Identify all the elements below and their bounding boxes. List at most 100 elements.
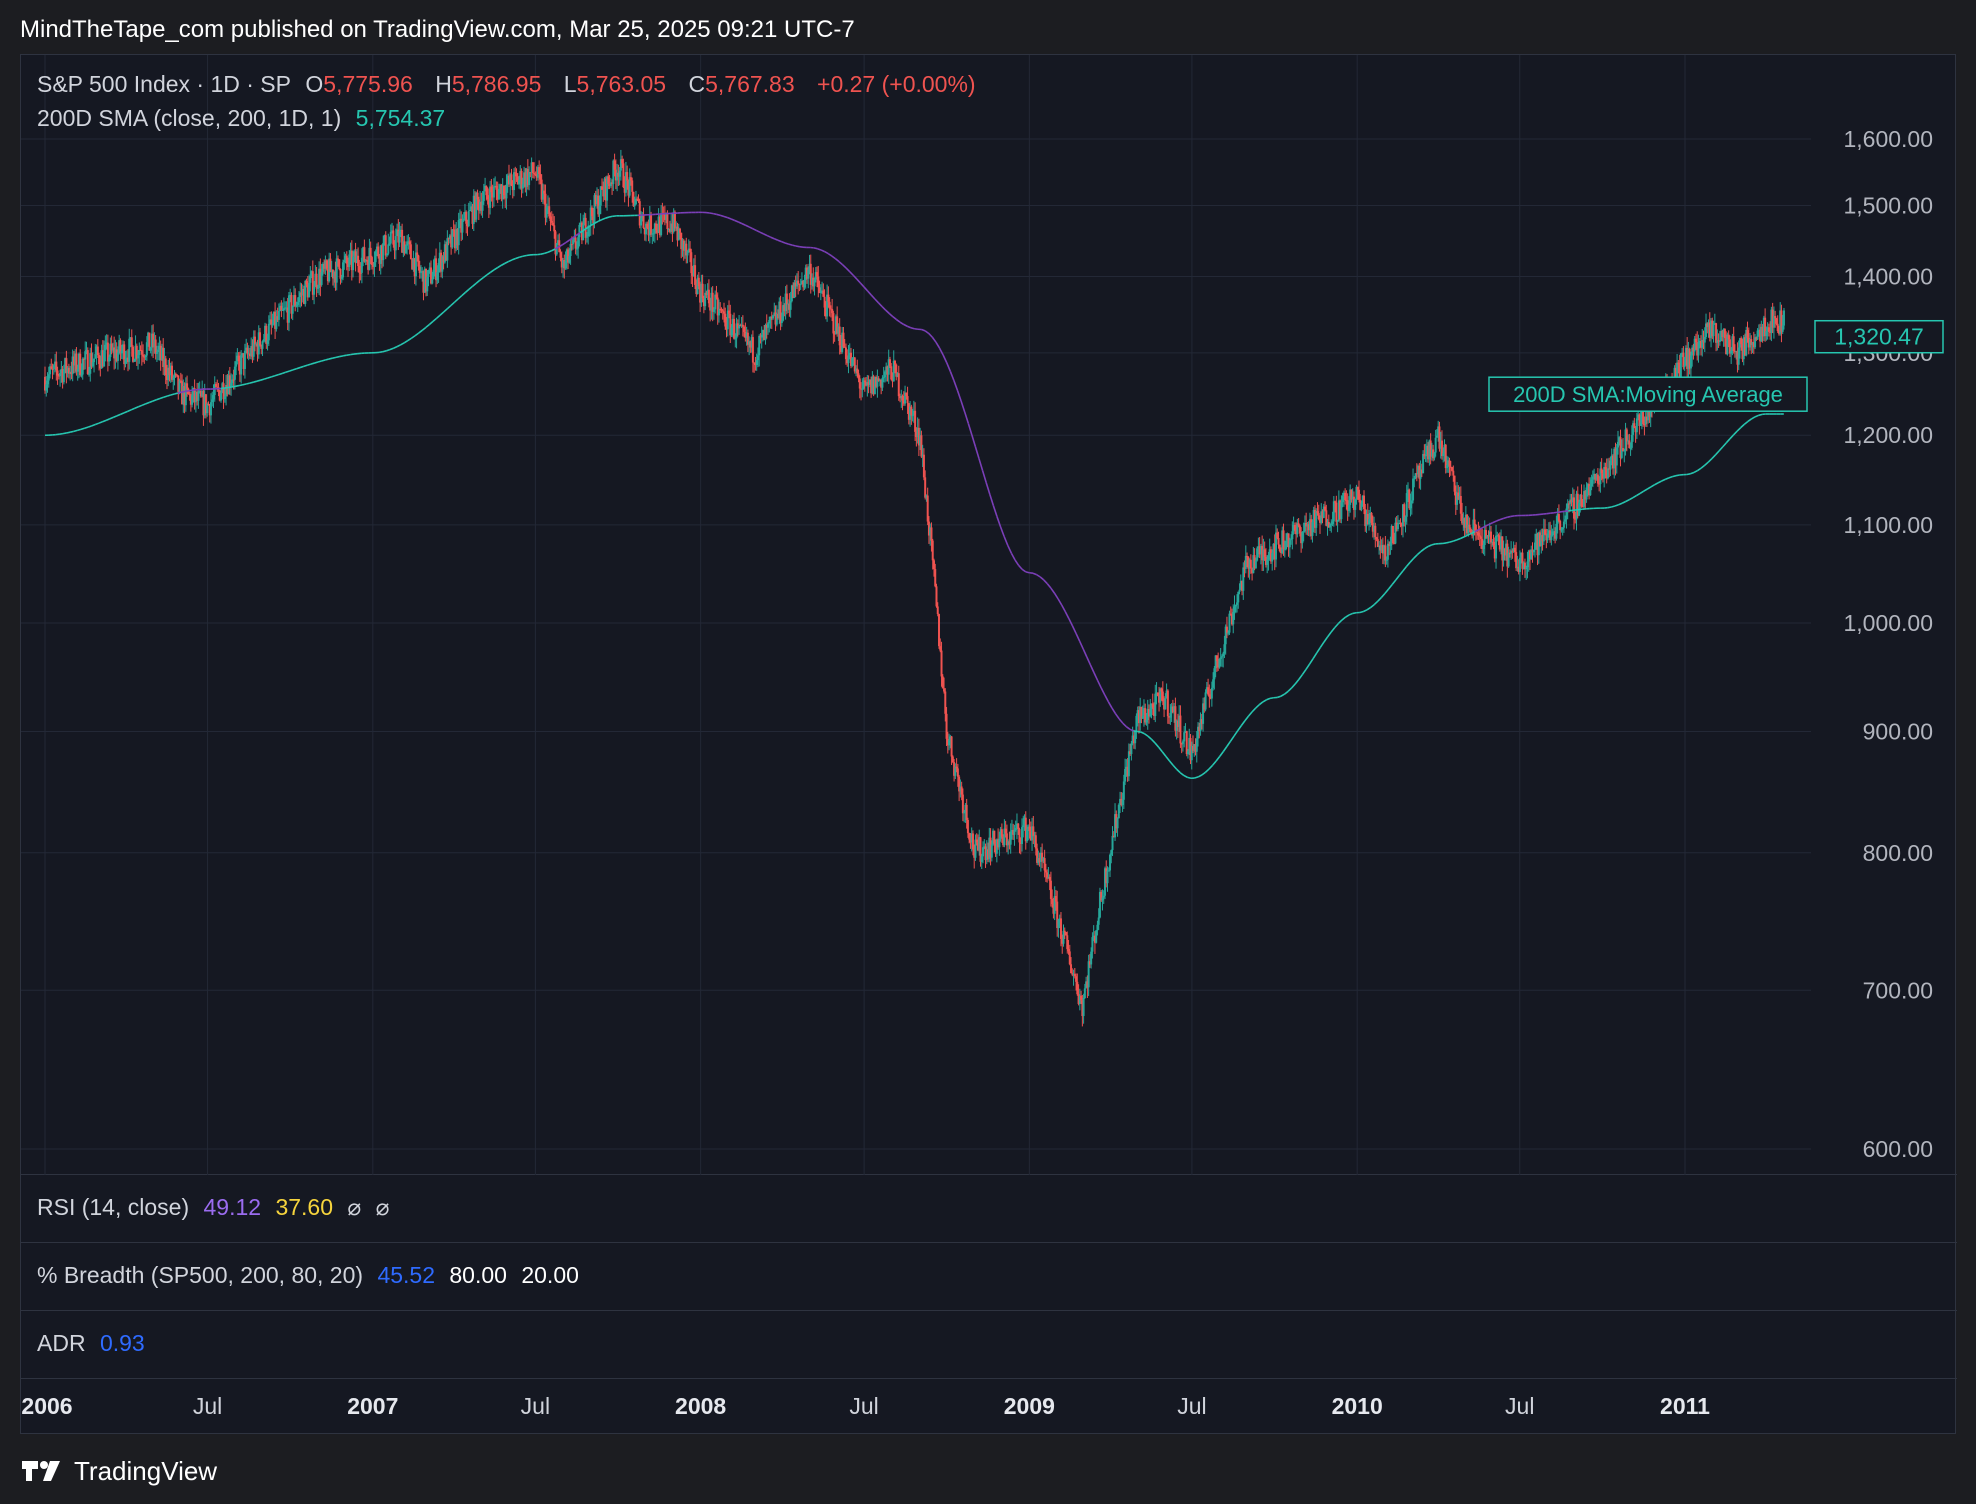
time-axis-label: 2011 xyxy=(1660,1393,1710,1419)
candle xyxy=(1081,995,1084,1027)
candle-body xyxy=(447,238,450,240)
rsi-label[interactable]: RSI (14, close) xyxy=(37,1194,190,1220)
candle-body xyxy=(877,378,880,381)
candle-body xyxy=(489,186,492,208)
candle xyxy=(370,255,373,270)
candle xyxy=(496,181,499,204)
sma-segment xyxy=(877,302,883,308)
candle xyxy=(760,326,763,349)
candle-body xyxy=(1432,449,1435,459)
candle-body xyxy=(1285,540,1288,550)
candle-body xyxy=(989,837,992,858)
candle-body xyxy=(1451,467,1454,471)
candle-body xyxy=(1604,467,1607,470)
rsi-pane[interactable]: RSI (14, close) 49.12 37.60 ⌀ ⌀ xyxy=(21,1175,1957,1243)
candle-body xyxy=(973,849,976,858)
candle xyxy=(1430,442,1433,461)
sma-segment xyxy=(127,409,132,413)
candle xyxy=(1356,486,1359,501)
candle-body xyxy=(1165,690,1168,699)
sma-legend[interactable]: 200D SMA (close, 200, 1D, 1) 5,754.37 xyxy=(37,105,453,132)
candle xyxy=(1090,947,1093,969)
candle xyxy=(1486,535,1489,544)
candle xyxy=(1757,324,1760,337)
candle-body xyxy=(539,174,542,180)
adr-label[interactable]: ADR xyxy=(37,1330,86,1356)
candle xyxy=(675,221,678,231)
candle xyxy=(167,359,170,387)
sma-segment xyxy=(1183,774,1188,779)
candle-body xyxy=(345,255,348,264)
sma-segment xyxy=(414,332,420,337)
price-chart-svg[interactable]: 1,600.001,500.001,400.001,300.001,200.00… xyxy=(21,55,1957,1175)
candle xyxy=(769,316,772,329)
candle-body xyxy=(82,358,85,360)
adr-pane[interactable]: ADR 0.93 xyxy=(21,1311,1957,1379)
candle-body xyxy=(1433,452,1436,459)
sma-segment xyxy=(504,260,509,265)
candle xyxy=(1192,735,1194,754)
sma-legend-label[interactable]: 200D SMA (close, 200, 1D, 1) xyxy=(37,105,342,131)
candle-body xyxy=(594,195,597,205)
sma-segment xyxy=(1736,427,1742,432)
candle xyxy=(1058,914,1061,929)
candle-body xyxy=(844,347,847,360)
candle xyxy=(494,176,497,188)
candle-body xyxy=(1735,350,1738,352)
candle-body xyxy=(442,256,445,263)
candle xyxy=(857,369,860,383)
sma-segment xyxy=(1129,728,1134,732)
candle xyxy=(1326,518,1329,536)
candle-body xyxy=(1600,468,1603,474)
candle xyxy=(227,370,230,395)
candle xyxy=(1096,920,1099,936)
candle-body xyxy=(861,388,864,390)
candle xyxy=(515,168,518,182)
candle-body xyxy=(780,320,783,324)
breadth-legend[interactable]: % Breadth (SP500, 200, 80, 20) 45.52 80.… xyxy=(37,1262,587,1289)
candle xyxy=(924,470,927,500)
candle xyxy=(1747,327,1750,355)
sma-segment xyxy=(1204,768,1210,773)
candle xyxy=(895,363,898,381)
candle-body xyxy=(692,265,695,276)
candle xyxy=(601,178,604,190)
sma-segment xyxy=(565,239,570,244)
candle-body xyxy=(935,586,938,607)
adr-legend[interactable]: ADR 0.93 xyxy=(37,1330,153,1357)
candle-body xyxy=(1742,337,1745,360)
breadth-pane[interactable]: % Breadth (SP500, 200, 80, 20) 45.52 80.… xyxy=(21,1243,1957,1311)
candle xyxy=(1588,477,1591,500)
candle xyxy=(1063,927,1066,940)
candle xyxy=(1274,524,1277,568)
candle-body xyxy=(553,225,556,232)
candle xyxy=(255,341,258,347)
price-pane[interactable]: 1,600.001,500.001,400.001,300.001,200.00… xyxy=(21,55,1957,1175)
candle xyxy=(939,638,942,653)
rsi-legend[interactable]: RSI (14, close) 49.12 37.60 ⌀ ⌀ xyxy=(37,1194,398,1221)
candle-body xyxy=(1266,559,1269,565)
sma-segment xyxy=(1147,735,1153,740)
candle xyxy=(1760,320,1763,342)
candle xyxy=(890,363,893,381)
candle xyxy=(396,223,399,237)
candle xyxy=(855,365,858,377)
candle xyxy=(1254,557,1257,569)
candle-body xyxy=(616,172,619,181)
sma-segment xyxy=(978,458,984,472)
candle xyxy=(1591,470,1594,488)
candle xyxy=(414,242,417,286)
candle-body xyxy=(1114,814,1117,838)
candle xyxy=(367,256,370,275)
chart-frame[interactable]: 1,600.001,500.001,400.001,300.001,200.00… xyxy=(20,54,1957,1435)
candle-body xyxy=(1098,891,1101,918)
candle xyxy=(846,349,849,367)
breadth-label[interactable]: % Breadth (SP500, 200, 80, 20) xyxy=(37,1262,364,1288)
symbol-title[interactable]: S&P 500 Index · 1D · SP xyxy=(37,71,291,97)
time-axis[interactable]: 2006 Jul 2007 Jul 2008 Jul 2009 Jul 2010 Jul 2011 xyxy=(21,1379,1957,1435)
sma-segment xyxy=(1654,482,1659,486)
symbol-legend[interactable]: S&P 500 Index · 1D · SP O5,775.96 H5,786… xyxy=(37,71,984,98)
candle-body xyxy=(1071,973,1074,975)
tradingview-logo[interactable]: TradingView xyxy=(20,1455,217,1487)
candle-body xyxy=(231,379,234,383)
